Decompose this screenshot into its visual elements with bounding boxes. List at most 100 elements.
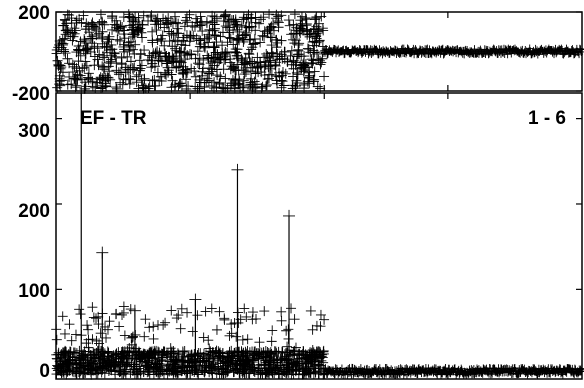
data-point (188, 30, 199, 41)
data-point (81, 18, 92, 29)
data-point (267, 325, 278, 336)
data-point (288, 358, 299, 369)
data-point (293, 369, 304, 380)
data-point (103, 366, 114, 377)
data-point (209, 11, 220, 22)
data-point (234, 26, 245, 37)
data-point (437, 370, 446, 379)
top-panel: 200 -200 (12, 3, 584, 105)
data-point (166, 69, 177, 80)
bottom-panel-spikes (75, 87, 296, 375)
data-point (380, 370, 389, 379)
data-point (114, 321, 125, 332)
data-point (246, 21, 257, 32)
data-point (142, 54, 153, 65)
data-point (114, 367, 125, 378)
data-point (285, 50, 296, 61)
data-point (136, 27, 147, 38)
data-point (111, 22, 122, 33)
data-point (205, 349, 216, 360)
data-point (273, 17, 284, 28)
data-point (178, 61, 189, 72)
data-point (150, 358, 161, 369)
data-point (260, 56, 271, 67)
data-point (161, 51, 172, 62)
data-point (73, 44, 84, 55)
data-point (268, 25, 279, 36)
data-point (224, 330, 235, 341)
data-point (255, 14, 266, 25)
data-point (124, 45, 135, 56)
data-point (56, 349, 67, 360)
data-point (245, 58, 256, 69)
data-point (282, 56, 293, 67)
data-point (304, 29, 315, 40)
data-point (117, 309, 128, 320)
data-point (410, 364, 419, 373)
data-point (214, 306, 225, 317)
data-point (301, 20, 312, 31)
data-point (57, 361, 68, 372)
data-point (270, 59, 281, 70)
data-point (115, 353, 126, 364)
data-point (240, 62, 251, 73)
data-point (208, 52, 219, 63)
data-point (77, 350, 88, 361)
data-point (254, 337, 265, 348)
data-point (313, 26, 324, 37)
data-point (152, 320, 163, 331)
data-point (273, 11, 284, 22)
data-point (286, 303, 297, 314)
data-point (239, 364, 250, 375)
data-point (265, 32, 276, 43)
data-point (276, 35, 287, 46)
data-point (167, 41, 178, 52)
data-point (176, 303, 187, 314)
data-point (167, 75, 178, 86)
data-point (128, 361, 139, 372)
data-point (215, 31, 226, 42)
data-point (152, 46, 163, 57)
data-point (195, 77, 206, 88)
data-point (97, 38, 108, 49)
data-point (249, 362, 260, 373)
data-point (181, 83, 192, 94)
data-point (91, 335, 102, 346)
data-point (271, 75, 282, 86)
data-point (162, 360, 173, 371)
data-point (301, 358, 312, 369)
data-point (81, 60, 92, 71)
data-point (69, 23, 80, 34)
data-point (140, 314, 151, 325)
data-point (227, 74, 238, 85)
data-point (319, 71, 330, 82)
data-point (309, 351, 320, 362)
data-point (125, 41, 136, 52)
data-point (357, 49, 366, 58)
data-point (222, 352, 233, 363)
data-point (106, 354, 117, 365)
data-point (180, 15, 191, 26)
data-point (177, 346, 188, 357)
data-point (305, 47, 316, 58)
data-point (236, 20, 247, 31)
data-point (237, 334, 248, 345)
data-point (203, 53, 214, 64)
data-point (158, 347, 169, 358)
data-point (286, 29, 297, 40)
data-point (189, 367, 200, 378)
data-point (61, 369, 72, 380)
data-point (139, 73, 150, 84)
data-point (90, 82, 101, 93)
data-point (66, 335, 77, 346)
data-point (147, 37, 158, 48)
data-point (303, 364, 314, 375)
data-point (110, 309, 121, 320)
data-point (192, 17, 203, 28)
data-point (172, 23, 183, 34)
data-point (215, 348, 226, 359)
data-point (68, 31, 79, 42)
data-point (62, 53, 73, 64)
data-point (127, 366, 138, 377)
data-point (241, 27, 252, 38)
